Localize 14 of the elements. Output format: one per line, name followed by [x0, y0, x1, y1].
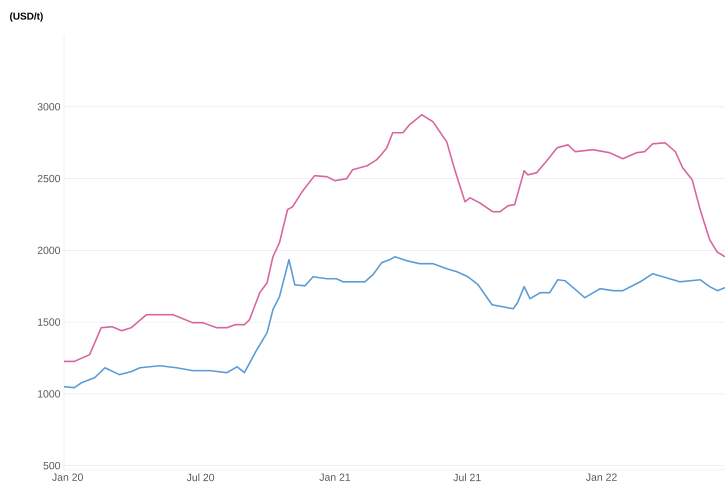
y-tick-label: 2500 [38, 174, 60, 182]
y-tick-label: 3000 [38, 103, 60, 110]
x-tick-label: Jul 21 [453, 474, 481, 482]
line-series [64, 114, 725, 362]
x-tick-label: Jul 20 [186, 474, 214, 482]
y-axis-title: (USD/t) [10, 12, 43, 22]
x-tick-label: Jan 22 [586, 474, 617, 481]
y-tick-label: 1500 [38, 318, 60, 326]
y-tick-label: 2000 [38, 246, 60, 254]
y-tick-label: 1000 [38, 390, 60, 398]
x-tick-label: Jan 20 [52, 474, 83, 481]
x-tick-label: Jan 21 [319, 474, 350, 481]
line-series [64, 256, 725, 389]
y-tick-label: 500 [43, 462, 60, 470]
